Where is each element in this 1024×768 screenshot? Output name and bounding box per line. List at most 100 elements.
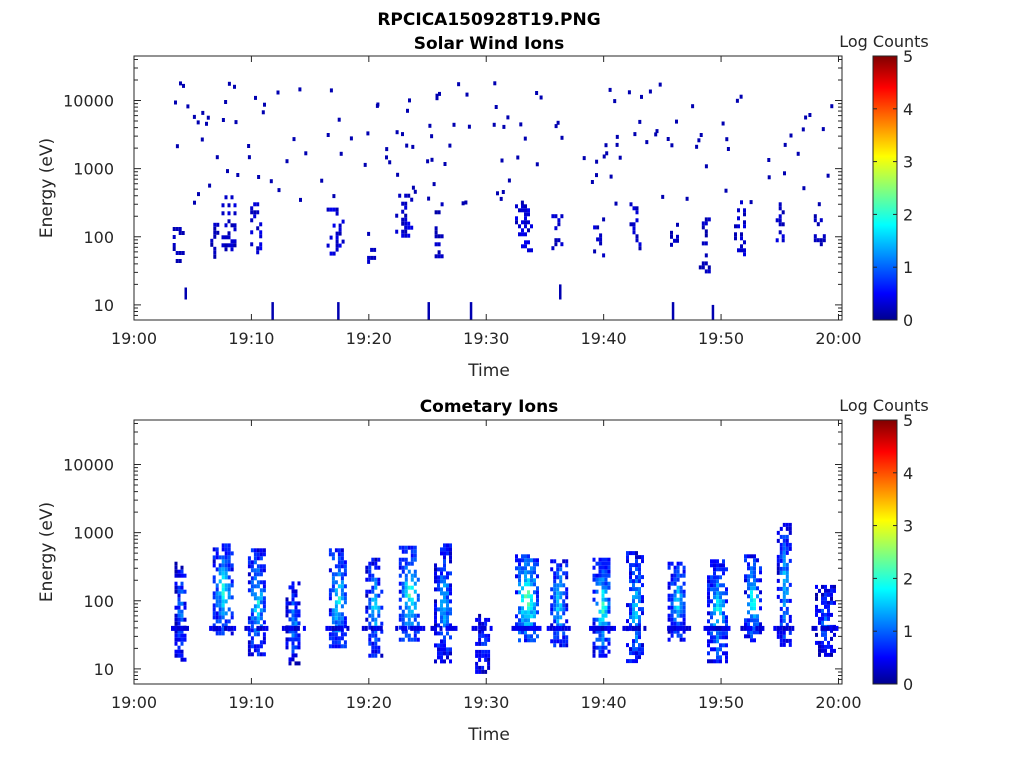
spectrogram-cell — [401, 569, 405, 574]
spectrogram-cell — [443, 607, 446, 612]
spectrogram-cell — [553, 595, 557, 600]
spectrogram-cell — [437, 655, 440, 660]
spectrogram-cell — [374, 645, 378, 650]
spectrogram-cell — [782, 586, 786, 591]
spectrogram-cell — [328, 596, 332, 601]
spectrogram-cell — [747, 610, 750, 615]
spectrogram-cell — [524, 558, 527, 563]
spectrogram-cell — [443, 619, 446, 624]
scatter-cell — [615, 142, 619, 147]
spectrogram-cell — [821, 632, 824, 637]
spectrogram-cell — [632, 611, 635, 616]
band-cell — [233, 625, 237, 631]
spectrogram-cell — [446, 587, 449, 592]
spectrogram-cell — [747, 566, 750, 571]
scatter-cell — [206, 115, 210, 120]
spectrogram-cell — [607, 601, 611, 606]
spectrogram-cell — [407, 621, 411, 626]
spectrogram-cell — [562, 559, 566, 564]
spectrogram-cell — [224, 583, 228, 588]
band-cell — [637, 625, 641, 631]
spectrogram-cell — [221, 211, 225, 216]
spectrogram-cell — [215, 619, 219, 624]
spectrogram-cell — [753, 622, 756, 627]
spectrogram-cell — [747, 574, 750, 579]
spectrogram-cell — [331, 588, 335, 593]
spectrogram-cell — [224, 599, 228, 604]
spectrogram-cell — [524, 232, 527, 237]
spectrogram-cell — [788, 526, 792, 531]
scatter-cell — [175, 144, 179, 149]
spectrogram-cell — [487, 665, 491, 670]
spectrogram-cell — [821, 596, 824, 601]
spectrogram-cell — [822, 238, 826, 243]
spectrogram-cell — [250, 564, 254, 569]
spectrogram-cell — [377, 565, 381, 570]
spectrogram-cell — [213, 234, 217, 239]
spectrogram-cell — [779, 622, 783, 627]
spectrogram-cell — [632, 571, 635, 576]
spectrogram-cell — [288, 617, 292, 622]
spectrogram-cell — [530, 570, 533, 575]
spectrogram-cell — [215, 567, 219, 572]
band-cell — [567, 625, 571, 631]
spectrogram-cell — [407, 561, 411, 566]
spectrogram-cell — [725, 643, 728, 648]
y-axis-label: Energy (eV) — [37, 138, 57, 238]
spectrogram-cell — [256, 648, 260, 653]
spectrogram-cell — [740, 232, 743, 237]
spectrogram-cell — [253, 556, 257, 561]
spectrogram-cell — [404, 585, 408, 590]
scatter-cell — [658, 82, 662, 87]
spectrogram-cell — [779, 566, 783, 571]
spectrogram-cell — [247, 640, 251, 645]
scatter-cell — [326, 133, 330, 137]
spectrogram-cell — [440, 599, 443, 604]
spectrogram-cell — [830, 612, 833, 617]
spectrogram-cell — [407, 569, 411, 574]
spectrogram-cell — [443, 635, 446, 640]
spectrogram-cell — [779, 642, 783, 647]
spectrogram-cell — [340, 612, 344, 617]
spectrogram-cell — [744, 558, 747, 563]
band-cell — [287, 625, 291, 631]
spectrogram-cell — [215, 603, 219, 608]
scatter-cell — [385, 155, 388, 160]
spectrogram-cell — [743, 224, 746, 229]
spectrogram-cell — [291, 645, 295, 650]
spectrogram-cell — [212, 579, 216, 584]
spectrogram-cell — [601, 641, 605, 646]
spectrogram-cell — [638, 575, 641, 580]
spectrogram-cell — [177, 633, 181, 638]
spectrogram-cell — [527, 578, 530, 583]
spectrogram-cell — [710, 583, 713, 588]
spectrogram-cell — [230, 551, 234, 556]
spectrogram-cell — [337, 564, 341, 569]
spectrogram-cell — [701, 241, 705, 246]
spectrogram-cell — [554, 242, 558, 247]
spectrogram-cell — [734, 224, 737, 229]
spectrogram-cell — [518, 622, 521, 627]
spectrogram-cell — [227, 543, 231, 548]
spectrogram-cell — [602, 253, 606, 258]
spectrogram-cell — [481, 621, 485, 626]
spectrogram-cell — [212, 547, 216, 552]
spectrogram-cell — [247, 564, 251, 569]
spectrogram-cell — [747, 634, 750, 639]
band-cell — [454, 625, 458, 631]
spectrogram-cell — [744, 622, 747, 627]
spectrogram-cell — [815, 640, 818, 645]
spectrogram-cell — [475, 665, 479, 670]
spectrogram-cell — [407, 605, 411, 610]
spectrogram-cell — [556, 639, 560, 644]
spectrogram-cell — [297, 633, 301, 638]
spectrogram-cell — [565, 559, 569, 564]
spectrogram-cell — [404, 593, 408, 598]
band-cell — [227, 625, 231, 631]
plot-frame — [133, 55, 843, 321]
band-cell — [546, 625, 550, 631]
spectrogram-cell — [446, 603, 449, 608]
spectrogram-cell — [785, 538, 789, 543]
spectrogram-cell — [743, 240, 746, 245]
spectrogram-cell — [592, 577, 596, 582]
